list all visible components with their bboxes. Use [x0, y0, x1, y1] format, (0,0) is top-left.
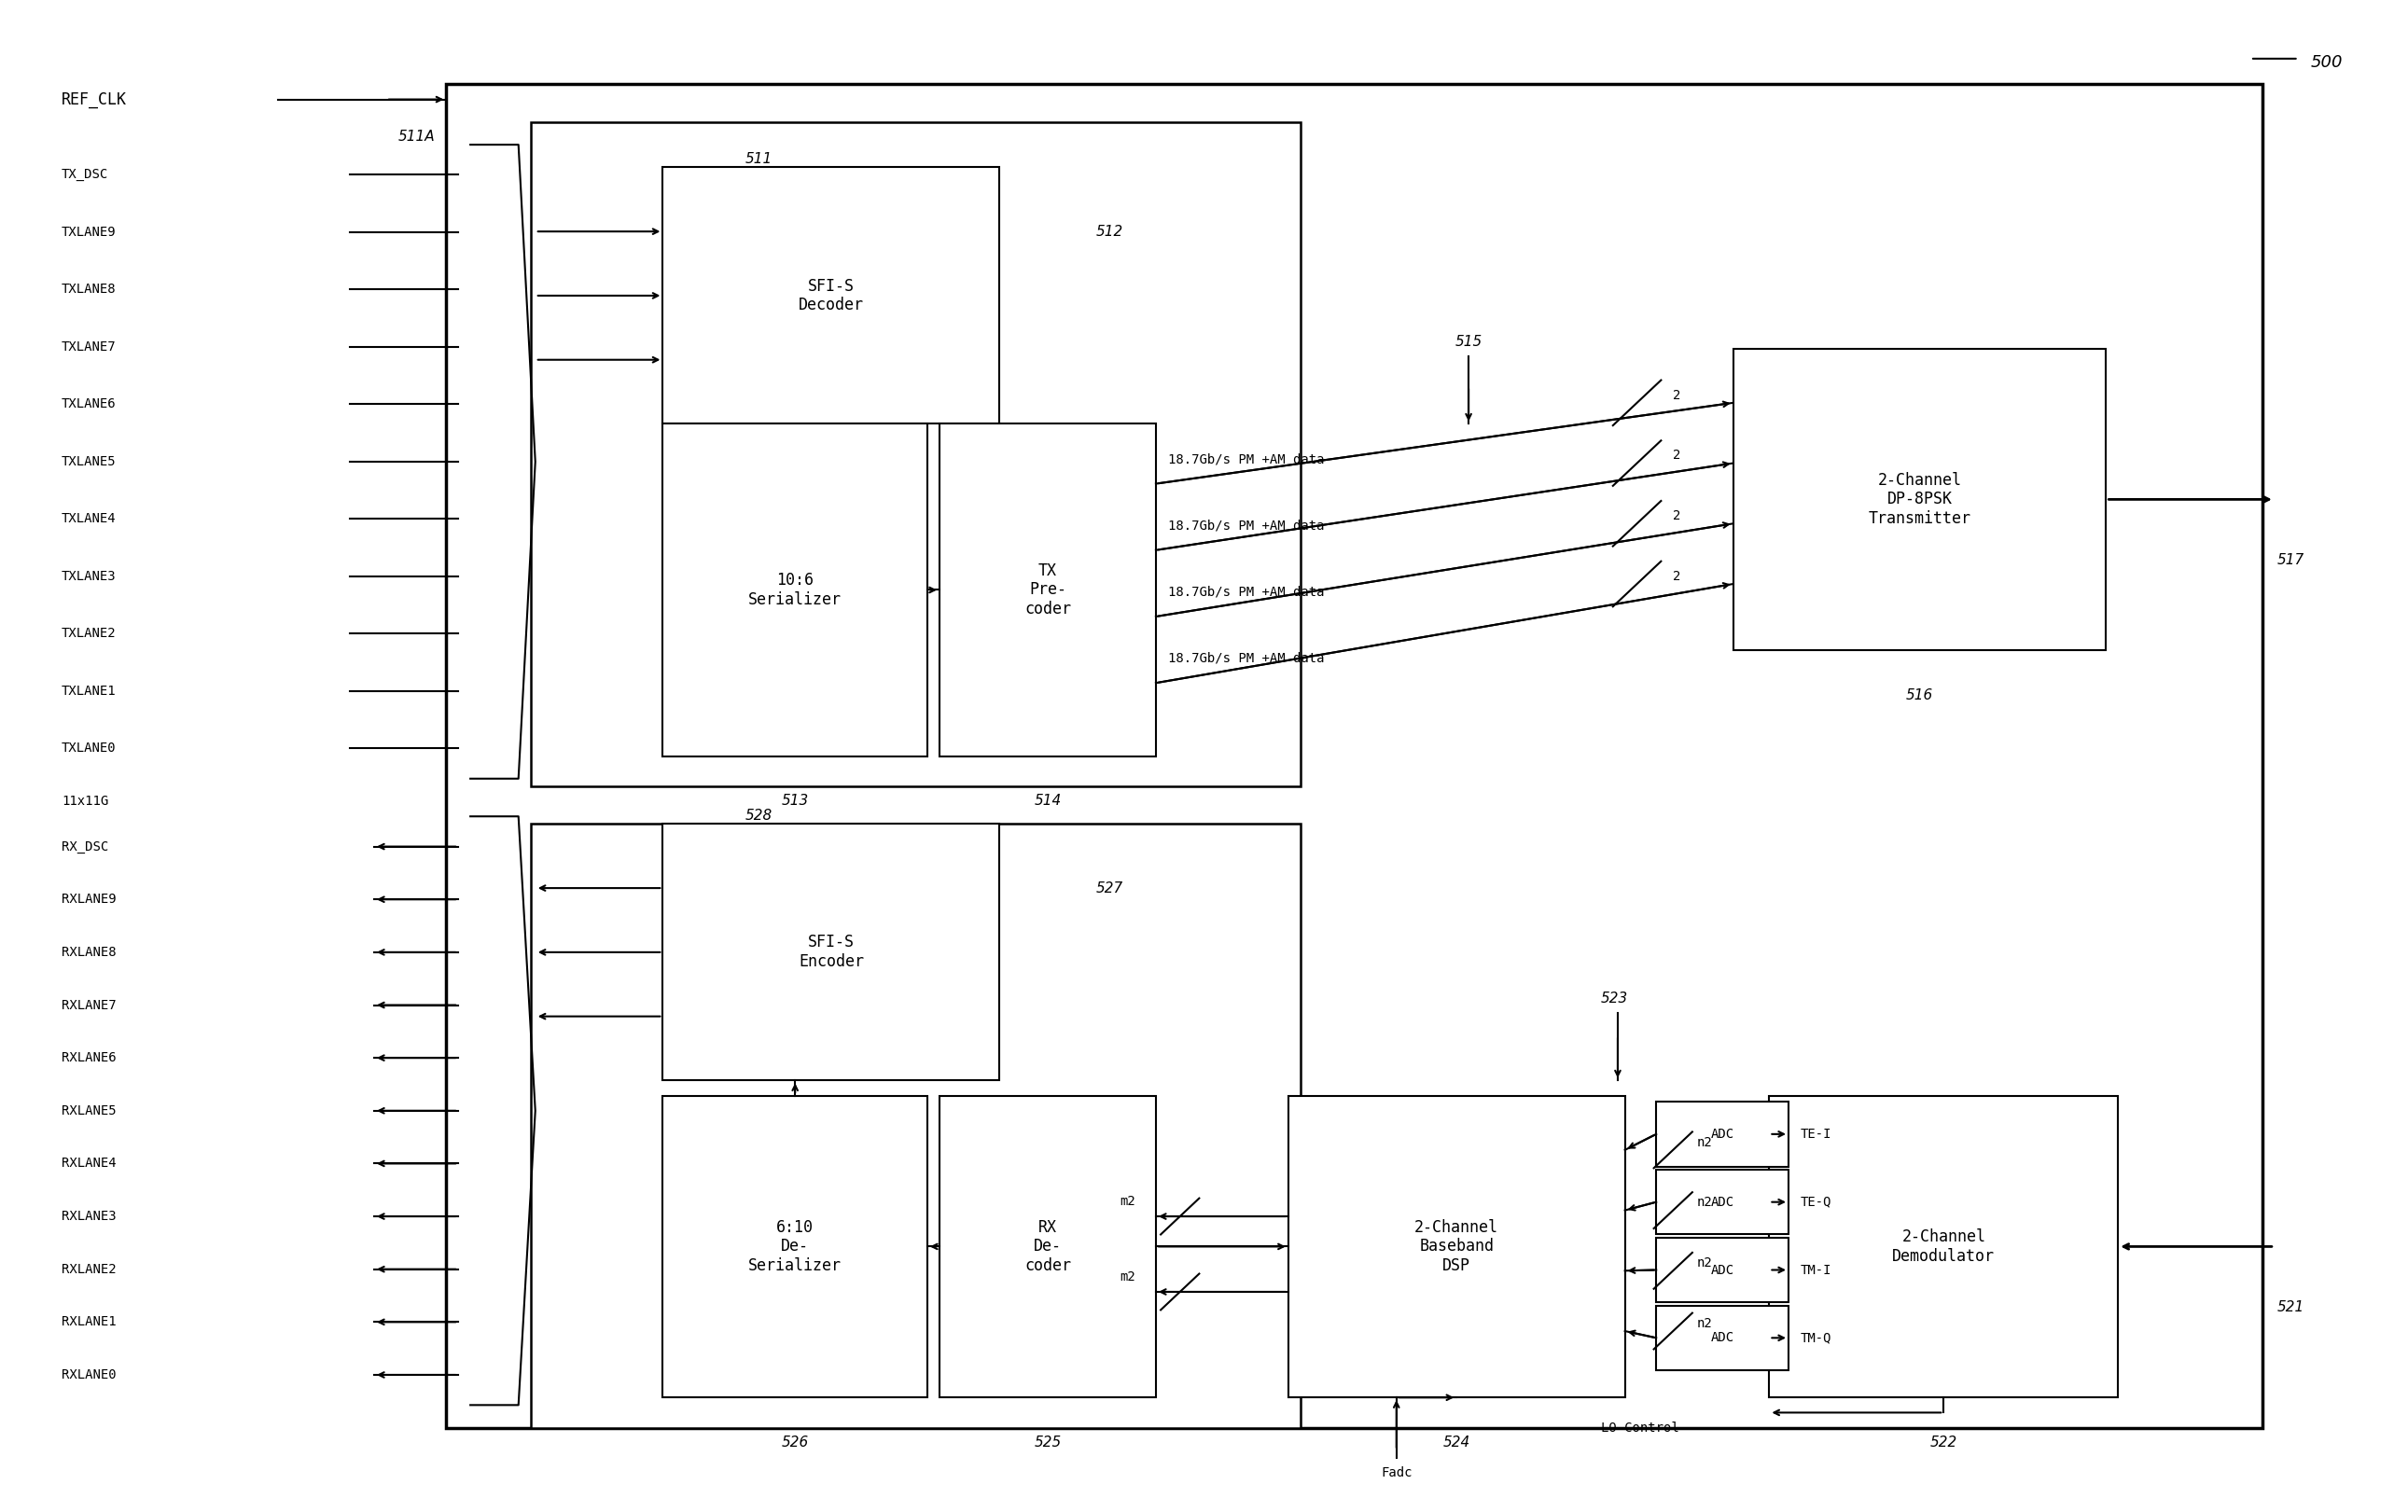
Text: RXLANE9: RXLANE9 [63, 894, 116, 906]
Text: 2: 2 [1674, 449, 1681, 463]
Text: TXLANE9: TXLANE9 [63, 225, 116, 239]
Text: TXLANE1: TXLANE1 [63, 685, 116, 697]
Text: SFI-S
Decoder: SFI-S Decoder [799, 278, 864, 313]
Text: LO Control: LO Control [1601, 1421, 1678, 1435]
Text: RXLANE4: RXLANE4 [63, 1157, 116, 1170]
Text: 18.7Gb/s PM +AM data: 18.7Gb/s PM +AM data [1168, 652, 1324, 665]
Text: 525: 525 [1033, 1435, 1062, 1448]
Text: 11x11G: 11x11G [63, 795, 108, 807]
FancyBboxPatch shape [939, 1096, 1156, 1397]
Text: RXLANE0: RXLANE0 [63, 1368, 116, 1382]
Text: RXLANE3: RXLANE3 [63, 1210, 116, 1223]
FancyBboxPatch shape [530, 824, 1300, 1427]
Text: RXLANE6: RXLANE6 [63, 1051, 116, 1064]
Text: TXLANE2: TXLANE2 [63, 627, 116, 640]
Text: 517: 517 [2278, 553, 2304, 567]
Text: 514: 514 [1033, 794, 1062, 807]
FancyBboxPatch shape [445, 85, 2264, 1427]
Text: 524: 524 [1442, 1435, 1471, 1448]
Text: n2: n2 [1698, 1196, 1712, 1210]
Text: SFI-S
Encoder: SFI-S Encoder [799, 934, 864, 971]
FancyBboxPatch shape [662, 168, 999, 423]
FancyBboxPatch shape [1657, 1305, 1789, 1370]
Text: 10:6
Serializer: 10:6 Serializer [749, 572, 843, 608]
Text: RXLANE7: RXLANE7 [63, 998, 116, 1012]
Text: 2-Channel
Baseband
DSP: 2-Channel Baseband DSP [1413, 1219, 1498, 1275]
Text: 522: 522 [1931, 1435, 1958, 1448]
Text: 18.7Gb/s PM +AM data: 18.7Gb/s PM +AM data [1168, 585, 1324, 599]
FancyBboxPatch shape [939, 423, 1156, 756]
Text: 515: 515 [1454, 334, 1483, 348]
Text: RXLANE2: RXLANE2 [63, 1263, 116, 1276]
FancyBboxPatch shape [1657, 1237, 1789, 1302]
Text: 2-Channel
Demodulator: 2-Channel Demodulator [1893, 1228, 1994, 1264]
Text: m2: m2 [1120, 1270, 1137, 1284]
FancyBboxPatch shape [662, 423, 927, 756]
Text: 511: 511 [746, 153, 773, 166]
Text: TXLANE7: TXLANE7 [63, 340, 116, 354]
Text: TXLANE4: TXLANE4 [63, 513, 116, 526]
Text: 2-Channel
DP-8PSK
Transmitter: 2-Channel DP-8PSK Transmitter [1869, 472, 1970, 528]
FancyBboxPatch shape [530, 122, 1300, 786]
FancyBboxPatch shape [1770, 1096, 2119, 1397]
Text: TXLANE0: TXLANE0 [63, 742, 116, 754]
Text: ADC: ADC [1710, 1332, 1734, 1344]
Text: RX
De-
coder: RX De- coder [1023, 1219, 1072, 1275]
Text: 18.7Gb/s PM +AM data: 18.7Gb/s PM +AM data [1168, 519, 1324, 532]
Text: TM-Q: TM-Q [1801, 1332, 1832, 1344]
Text: TXLANE8: TXLANE8 [63, 283, 116, 296]
FancyBboxPatch shape [662, 824, 999, 1081]
Text: TM-I: TM-I [1801, 1264, 1832, 1276]
Text: 2: 2 [1674, 389, 1681, 402]
Text: ADC: ADC [1710, 1196, 1734, 1208]
Text: RXLANE5: RXLANE5 [63, 1104, 116, 1117]
Text: 523: 523 [1601, 990, 1628, 1005]
Text: RXLANE1: RXLANE1 [63, 1315, 116, 1329]
Text: 511A: 511A [397, 130, 436, 144]
Text: Fadc: Fadc [1380, 1467, 1411, 1480]
FancyBboxPatch shape [1288, 1096, 1625, 1397]
Text: RX_DSC: RX_DSC [63, 841, 108, 853]
Text: n2: n2 [1698, 1256, 1712, 1270]
Text: TE-I: TE-I [1801, 1128, 1832, 1140]
Text: RXLANE8: RXLANE8 [63, 945, 116, 959]
Text: TXLANE5: TXLANE5 [63, 455, 116, 469]
FancyBboxPatch shape [1657, 1102, 1789, 1167]
Text: 527: 527 [1096, 881, 1122, 895]
FancyBboxPatch shape [1734, 348, 2107, 650]
Text: 18.7Gb/s PM +AM data: 18.7Gb/s PM +AM data [1168, 452, 1324, 466]
Text: REF_CLK: REF_CLK [63, 91, 128, 107]
Text: TX_DSC: TX_DSC [63, 168, 108, 181]
Text: m2: m2 [1120, 1194, 1137, 1208]
Text: 2: 2 [1674, 570, 1681, 584]
Text: n2: n2 [1698, 1317, 1712, 1331]
Text: TXLANE6: TXLANE6 [63, 398, 116, 411]
FancyBboxPatch shape [1657, 1170, 1789, 1234]
Text: 521: 521 [2278, 1300, 2304, 1314]
Text: 2: 2 [1674, 510, 1681, 523]
Text: 500: 500 [2312, 54, 2343, 71]
Text: 528: 528 [746, 809, 773, 823]
Text: 513: 513 [783, 794, 809, 807]
Text: n2: n2 [1698, 1136, 1712, 1149]
Text: ADC: ADC [1710, 1264, 1734, 1276]
Text: ADC: ADC [1710, 1128, 1734, 1140]
Text: 526: 526 [783, 1435, 809, 1448]
Text: TE-Q: TE-Q [1801, 1196, 1832, 1208]
FancyBboxPatch shape [662, 1096, 927, 1397]
Text: TX
Pre-
coder: TX Pre- coder [1023, 562, 1072, 618]
Text: 512: 512 [1096, 224, 1122, 239]
Text: 516: 516 [1907, 688, 1934, 702]
Text: 6:10
De-
Serializer: 6:10 De- Serializer [749, 1219, 843, 1275]
Text: TXLANE3: TXLANE3 [63, 570, 116, 584]
